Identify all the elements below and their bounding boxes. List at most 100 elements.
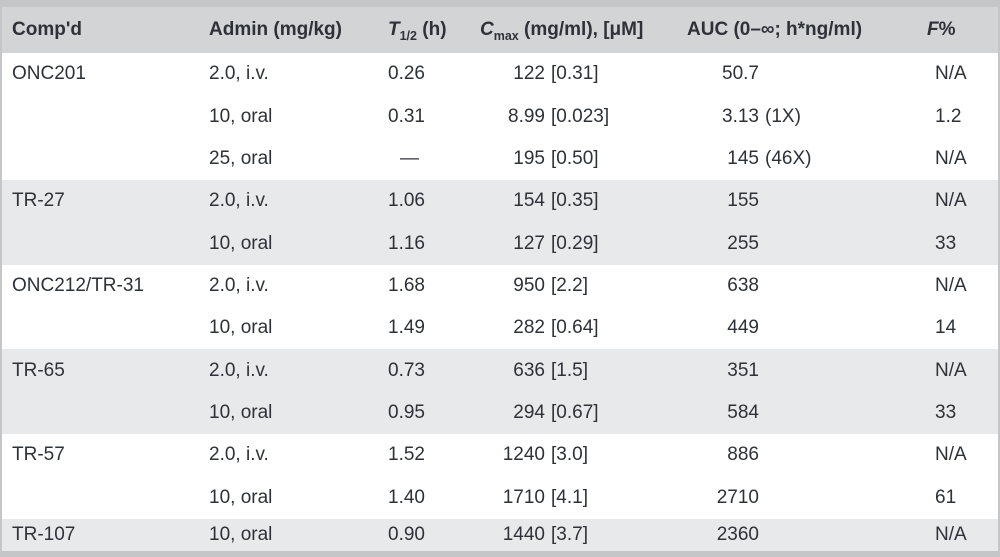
auc-value: 638	[727, 274, 759, 296]
cmax-cell: 122 [0.31]	[480, 63, 687, 85]
t-half-cell: 1.49	[388, 317, 425, 339]
table-row: TR-57 2.0, i.v. 1.52 1240 [3.0] 886 N/A	[2, 434, 998, 477]
auc-value: 449	[727, 317, 759, 339]
admin-cell: 2.0, i.v.	[209, 444, 269, 466]
f-cell: N/A	[935, 274, 967, 296]
admin-cell: 10, oral	[209, 523, 273, 545]
auc-value: 145	[727, 147, 759, 169]
table-row: ONC212/TR-31 2.0, i.v. 1.68 950 [2.2] 638…	[2, 264, 998, 308]
auc-cell: 638	[687, 275, 927, 297]
f-cell: N/A	[935, 359, 967, 381]
table-row: 25, oral — 195 [0.50] 145 (46X) N/A	[2, 137, 998, 181]
admin-cell: 10, oral	[209, 486, 273, 508]
header-admin: Admin (mg/kg)	[209, 19, 342, 40]
cmax-micromolar: [3.7]	[551, 523, 588, 545]
header-compound: Comp'd	[12, 19, 82, 40]
table-row: 10, oral 0.95 294 [0.67] 584 33	[2, 391, 998, 435]
cmax-micromolar: [0.29]	[551, 232, 599, 254]
auc-value: 3.13	[722, 105, 759, 127]
admin-cell: 2.0, i.v.	[209, 274, 269, 296]
cmax-value: 154	[513, 190, 545, 212]
cmax-micromolar: [0.64]	[551, 317, 599, 339]
cmax-value: 1240	[502, 444, 545, 466]
cmax-subscript: max	[493, 28, 519, 43]
admin-cell: 10, oral	[209, 105, 273, 127]
admin-cell: 10, oral	[209, 232, 273, 254]
f-cell: 61	[935, 486, 957, 508]
compound-cell: ONC212/TR-31	[12, 274, 144, 296]
admin-cell: 2.0, i.v.	[209, 359, 269, 381]
cmax-unit: (mg/ml), [μM]	[518, 19, 644, 40]
cmax-value: 294	[513, 401, 545, 423]
cmax-value: 8.99	[508, 105, 545, 127]
compound-cell: TR-107	[12, 523, 76, 545]
f-cell: 14	[935, 317, 957, 339]
t-half-cell: 0.90	[388, 523, 425, 545]
cmax-value: 950	[513, 274, 545, 296]
header-f-percent: F%	[927, 19, 998, 41]
header-t-half: T1/2 (h)	[388, 19, 480, 42]
cmax-cell: 1710 [4.1]	[480, 487, 687, 509]
cmax-cell: 282 [0.64]	[480, 317, 687, 339]
t-half-symbol: T	[388, 19, 400, 40]
cmax-symbol: C	[480, 19, 494, 40]
auc-cell: 886	[687, 444, 927, 466]
admin-cell: 2.0, i.v.	[209, 63, 269, 85]
f-symbol: F	[927, 19, 939, 40]
table-row: TR-27 2.0, i.v. 1.06 154 [0.35] 155 N/A	[2, 180, 998, 223]
cmax-cell: 154 [0.35]	[480, 190, 687, 212]
compound-cell: TR-27	[12, 190, 65, 212]
t-half-cell: 1.40	[388, 486, 425, 508]
cmax-micromolar: [2.2]	[551, 274, 588, 296]
cmax-micromolar: [0.35]	[551, 190, 599, 212]
table-row: 10, oral 1.16 127 [0.29] 255 33	[2, 222, 998, 265]
auc-value: 584	[727, 401, 759, 423]
table-row: 10, oral 0.31 8.99 [0.023] 3.13 (1X) 1.2	[2, 95, 998, 138]
f-cell: N/A	[935, 444, 967, 466]
auc-cell: 255	[687, 233, 927, 255]
auc-value: 886	[727, 444, 759, 466]
compound-cell: TR-65	[12, 359, 65, 381]
cmax-micromolar: [0.50]	[551, 147, 599, 169]
f-cell: N/A	[935, 190, 967, 212]
auc-cell: 449	[687, 317, 927, 339]
cmax-micromolar: [0.023]	[551, 105, 610, 127]
header-cmax: Cmax (mg/ml), [μM]	[480, 19, 687, 43]
auc-value: 351	[727, 359, 759, 381]
cmax-micromolar: [0.67]	[551, 401, 599, 423]
cmax-value: 1710	[502, 486, 545, 508]
f-cell: N/A	[935, 63, 967, 85]
header-row: Comp'd Admin (mg/kg) T1/2 (h) Cmax (mg/m…	[2, 7, 998, 53]
auc-value: 2360	[716, 523, 759, 545]
cmax-cell: 1240 [3.0]	[480, 444, 687, 466]
table-row: 10, oral 1.40 1710 [4.1] 2710 61	[2, 476, 998, 519]
t-half-cell: —	[400, 147, 419, 169]
auc-cell: 584	[687, 402, 927, 424]
cmax-cell: 1440 [3.7]	[480, 524, 687, 546]
cmax-cell: 127 [0.29]	[480, 233, 687, 255]
f-cell: N/A	[935, 523, 967, 545]
f-cell: 1.2	[935, 105, 962, 127]
cmax-value: 127	[513, 232, 545, 254]
auc-cell: 351	[687, 360, 927, 382]
f-cell: N/A	[935, 147, 967, 169]
t-half-cell: 1.52	[388, 444, 425, 466]
compound-cell: ONC201	[12, 63, 86, 85]
cmax-value: 1440	[502, 523, 545, 545]
table-row: 10, oral 1.49 282 [0.64] 449 14	[2, 307, 998, 350]
auc-cell: 145 (46X)	[687, 148, 927, 170]
auc-cell: 2710	[687, 487, 927, 509]
cmax-value: 636	[513, 359, 545, 381]
auc-cell: 3.13 (1X)	[687, 106, 927, 128]
auc-note: (46X)	[765, 147, 812, 169]
auc-value: 50.7	[722, 63, 759, 85]
auc-value: 255	[727, 232, 759, 254]
f-cell: 33	[935, 232, 957, 254]
cmax-cell: 636 [1.5]	[480, 360, 687, 382]
admin-cell: 2.0, i.v.	[209, 190, 269, 212]
table-row: ONC201 2.0, i.v. 0.26 122 [0.31] 50.7 N/A	[2, 53, 998, 96]
auc-cell: 2360	[687, 524, 927, 546]
t-half-cell: 0.73	[388, 359, 425, 381]
cmax-cell: 195 [0.50]	[480, 148, 687, 170]
cmax-value: 282	[513, 317, 545, 339]
